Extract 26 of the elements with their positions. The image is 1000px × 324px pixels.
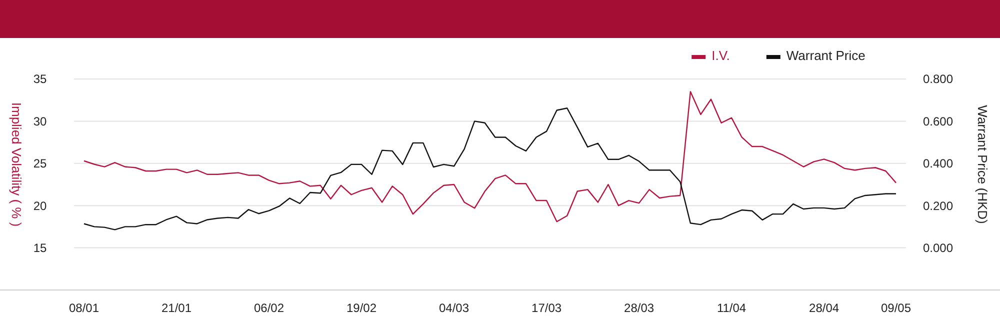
- x-tick-label: 28/04: [809, 301, 840, 315]
- y2-tick-label: 0.000: [922, 241, 954, 255]
- y2-tick-label: 0.600: [922, 114, 954, 128]
- legend-label: I.V.: [712, 48, 730, 63]
- x-tick-label: 17/03: [532, 301, 562, 315]
- y-tick-label: 35: [33, 72, 47, 86]
- y2-tick-label: 0.800: [922, 72, 954, 86]
- y-tick-label: 25: [33, 156, 47, 171]
- line-series: [83, 91, 897, 222]
- x-tick-label: 08/01: [68, 301, 100, 315]
- legend-label: Warrant Price: [786, 48, 866, 63]
- y2-axis-title: Warrant Price (HKD): [975, 105, 990, 224]
- y2-tick-label: 0.200: [922, 198, 954, 213]
- x-tick-label: 04/03: [439, 301, 470, 315]
- line-series: [83, 108, 897, 230]
- x-tick-label: 21/01: [161, 301, 192, 315]
- x-tick-label: 11/04: [716, 301, 746, 315]
- y2-tick-label: 0.400: [922, 156, 954, 171]
- x-tick-label: 06/02: [254, 301, 284, 315]
- y-tick-label: 15: [33, 241, 47, 255]
- y-tick-label: 20: [33, 198, 47, 213]
- y-axis-title: Implied Volatility ( % ): [9, 102, 24, 227]
- x-tick-label: 09/05: [880, 301, 912, 315]
- x-tick-label: 19/02: [346, 301, 377, 315]
- x-tick-label: 28/03: [624, 301, 654, 315]
- y-tick-label: 30: [33, 114, 47, 128]
